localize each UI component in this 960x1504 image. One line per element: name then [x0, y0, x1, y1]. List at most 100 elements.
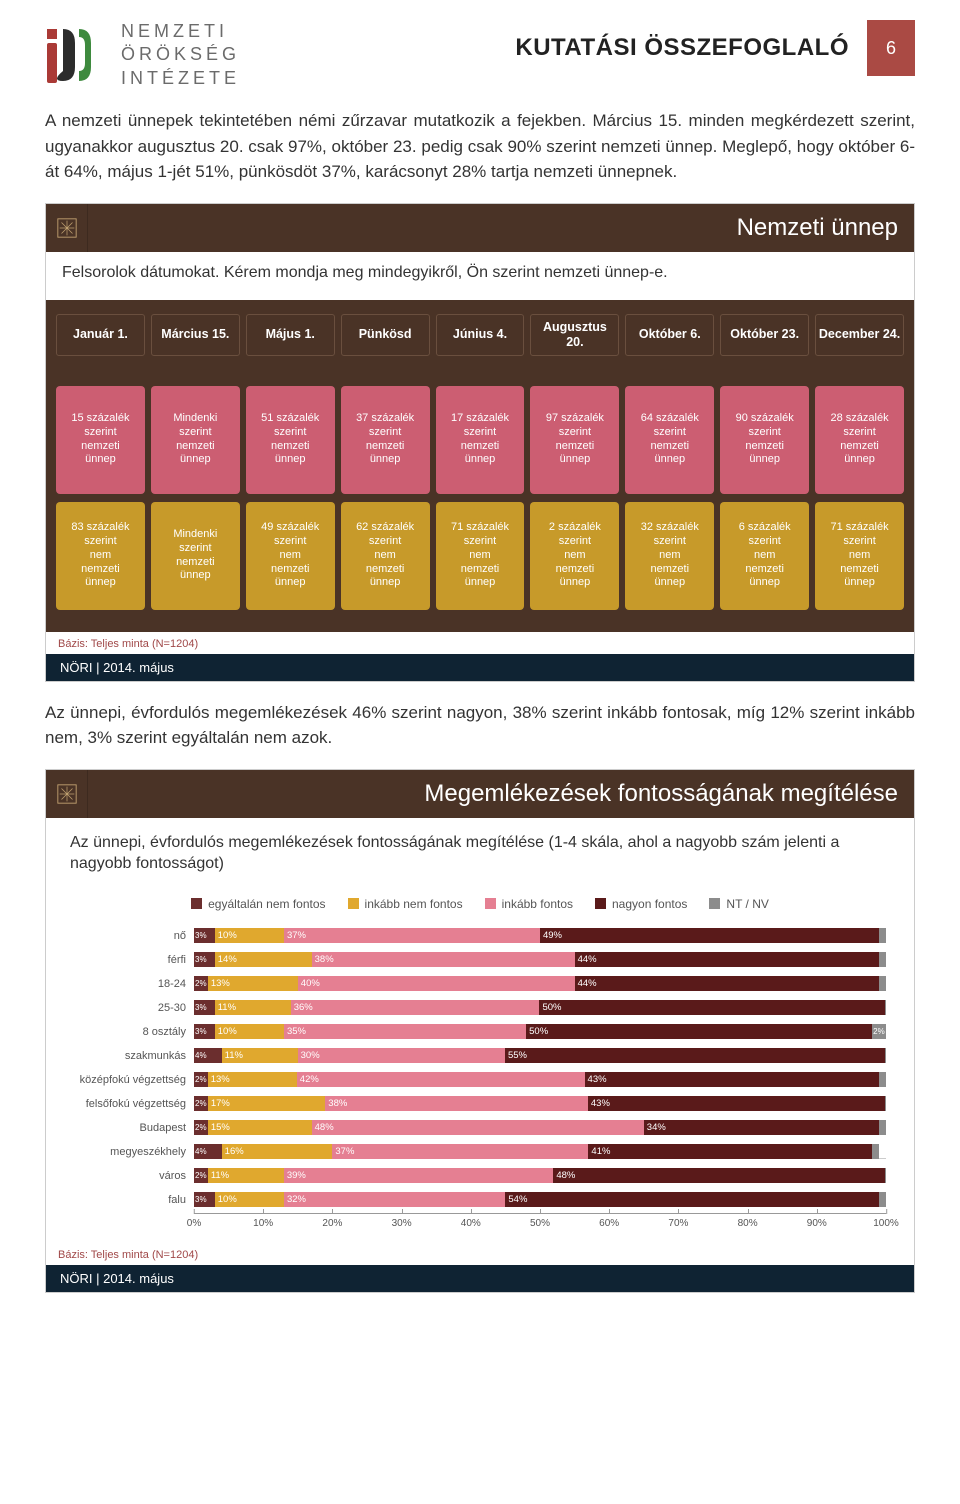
bar-row-label: falu: [74, 1194, 194, 1206]
bar-row-label: felsőfokú végzettség: [74, 1098, 194, 1110]
bar-segment: 40%: [298, 976, 575, 991]
bar-segment: 4%: [194, 1048, 222, 1063]
legend-swatch-icon: [709, 898, 720, 909]
bar-segment: 11%: [215, 1000, 291, 1015]
date-column: Pünkösd37 százalékszerintnemzetiünnep62 …: [341, 314, 430, 618]
bar-track: 2%17%38%43%: [194, 1096, 886, 1111]
date-column-head: Január 1.: [56, 314, 145, 356]
axis-tick: 10%: [253, 1214, 273, 1229]
doc-title: KUTATÁSI ÖSSZEFOGLALÓ: [515, 34, 867, 62]
bar-segment: 14%: [215, 952, 312, 967]
date-column-head: December 24.: [815, 314, 904, 356]
bar-track: 3%10%37%49%: [194, 928, 886, 943]
legend-item: inkább nem fontos: [348, 897, 463, 911]
card-no: 6 százalékszerintnemnemzetiünnep: [720, 502, 809, 610]
bar-segment: [879, 1072, 886, 1087]
logo-mark-icon: [45, 23, 109, 87]
bar-track: 4%16%37%41%: [194, 1144, 886, 1159]
card-no: Mindenkiszerintnemzetiünnep: [151, 502, 240, 610]
bar-track: 4%11%30%55%: [194, 1048, 886, 1063]
chart-legend: egyáltalán nem fontosinkább nem fontosin…: [46, 885, 914, 925]
bar-segment: 2%: [872, 1024, 886, 1039]
panel-footnote: Bázis: Teljes minta (N=1204): [46, 632, 914, 654]
panel-ornament-icon: [46, 770, 88, 818]
page-number: 6: [867, 20, 915, 76]
legend-swatch-icon: [595, 898, 606, 909]
panel-header: Megemlékezések fontosságának megítélése: [46, 770, 914, 818]
bar-row-label: szakmunkás: [74, 1050, 194, 1062]
bar-segment: 41%: [588, 1144, 872, 1159]
bar-segment: [885, 1000, 886, 1015]
legend-label: nagyon fontos: [612, 897, 687, 911]
bar-track: 2%13%40%44%: [194, 976, 886, 991]
axis-tick: 100%: [873, 1214, 899, 1229]
bar-segment: 37%: [332, 1144, 588, 1159]
bar-segment: 2%: [194, 1168, 208, 1183]
bar-segment: 16%: [222, 1144, 333, 1159]
paragraph-2: Az ünnepi, évfordulós megemlékezések 46%…: [45, 700, 915, 751]
bar-row: 25-303%11%36%50%: [74, 997, 886, 1019]
date-column-head: Október 6.: [625, 314, 714, 356]
bar-track: 3%10%32%54%: [194, 1192, 886, 1207]
panel-subtitle: Felsorolok dátumokat. Kérem mondja meg m…: [46, 252, 914, 300]
bar-row: 18-242%13%40%44%: [74, 973, 886, 995]
bar-segment: [885, 1048, 886, 1063]
bar-segment: 38%: [325, 1096, 588, 1111]
bar-segment: [879, 928, 886, 943]
bar-segment: 3%: [194, 928, 215, 943]
bar-segment: 49%: [540, 928, 879, 943]
date-column: Június 4.17 százalékszerintnemzetiünnep7…: [436, 314, 525, 618]
bar-segment: 32%: [284, 1192, 505, 1207]
bar-segment: 39%: [284, 1168, 554, 1183]
paragraph-1: A nemzeti ünnepek tekintetében némi zűrz…: [45, 108, 915, 185]
card-yes: Mindenkiszerintnemzetiünnep: [151, 386, 240, 494]
bar-row: férfi3%14%38%44%: [74, 949, 886, 971]
date-column-head: Március 15.: [151, 314, 240, 356]
date-column-head: Október 23.: [720, 314, 809, 356]
card-yes: 51 százalékszerintnemzetiünnep: [246, 386, 335, 494]
cards-wrap: Január 1.15 százalékszerintnemzetiünnep8…: [46, 300, 914, 632]
bar-segment: [879, 1120, 886, 1135]
legend-label: inkább fontos: [502, 897, 573, 911]
date-column-head: Június 4.: [436, 314, 525, 356]
logo-line: NEMZETI: [121, 20, 240, 43]
bar-row-label: 25-30: [74, 1002, 194, 1014]
bar-segment: 2%: [194, 1120, 208, 1135]
bar-segment: [879, 952, 886, 967]
bar-row: szakmunkás4%11%30%55%: [74, 1045, 886, 1067]
date-column: Január 1.15 százalékszerintnemzetiünnep8…: [56, 314, 145, 618]
bar-segment: 50%: [526, 1024, 872, 1039]
bar-segment: 13%: [208, 1072, 297, 1087]
bar-segment: 11%: [208, 1168, 284, 1183]
bar-segment: 4%: [194, 1144, 222, 1159]
bar-row: Budapest2%15%48%34%: [74, 1117, 886, 1139]
bar-segment: [879, 976, 886, 991]
date-column-head: Pünkösd: [341, 314, 430, 356]
bar-track: 3%10%35%50%2%: [194, 1024, 886, 1039]
bar-segment: [885, 1168, 886, 1183]
bar-segment: 3%: [194, 1000, 215, 1015]
bar-row: nő3%10%37%49%: [74, 925, 886, 947]
bar-segment: 3%: [194, 1024, 215, 1039]
bar-segment: 30%: [298, 1048, 505, 1063]
card-no: 83 százalékszerintnemnemzetiünnep: [56, 502, 145, 610]
axis-tick: 40%: [461, 1214, 481, 1229]
bar-segment: [872, 1144, 879, 1159]
bar-segment: 36%: [291, 1000, 540, 1015]
card-no: 71 százalékszerintnemnemzetiünnep: [815, 502, 904, 610]
legend-swatch-icon: [485, 898, 496, 909]
legend-item: nagyon fontos: [595, 897, 687, 911]
panel-title: Nemzeti ünnep: [88, 204, 914, 252]
bar-segment: 15%: [208, 1120, 312, 1135]
bar-row-label: középfokú végzettség: [74, 1074, 194, 1086]
card-yes: 17 százalékszerintnemzetiünnep: [436, 386, 525, 494]
bar-segment: 10%: [215, 1192, 284, 1207]
panel-footer: NÖRI | 2014. május: [46, 654, 914, 681]
axis-tick: 60%: [599, 1214, 619, 1229]
bar-segment: 42%: [297, 1072, 585, 1087]
bar-segment: 38%: [312, 952, 575, 967]
axis-tick: 90%: [807, 1214, 827, 1229]
bar-row-label: Budapest: [74, 1122, 194, 1134]
bar-segment: 35%: [284, 1024, 526, 1039]
panel-footer: NÖRI | 2014. május: [46, 1265, 914, 1292]
